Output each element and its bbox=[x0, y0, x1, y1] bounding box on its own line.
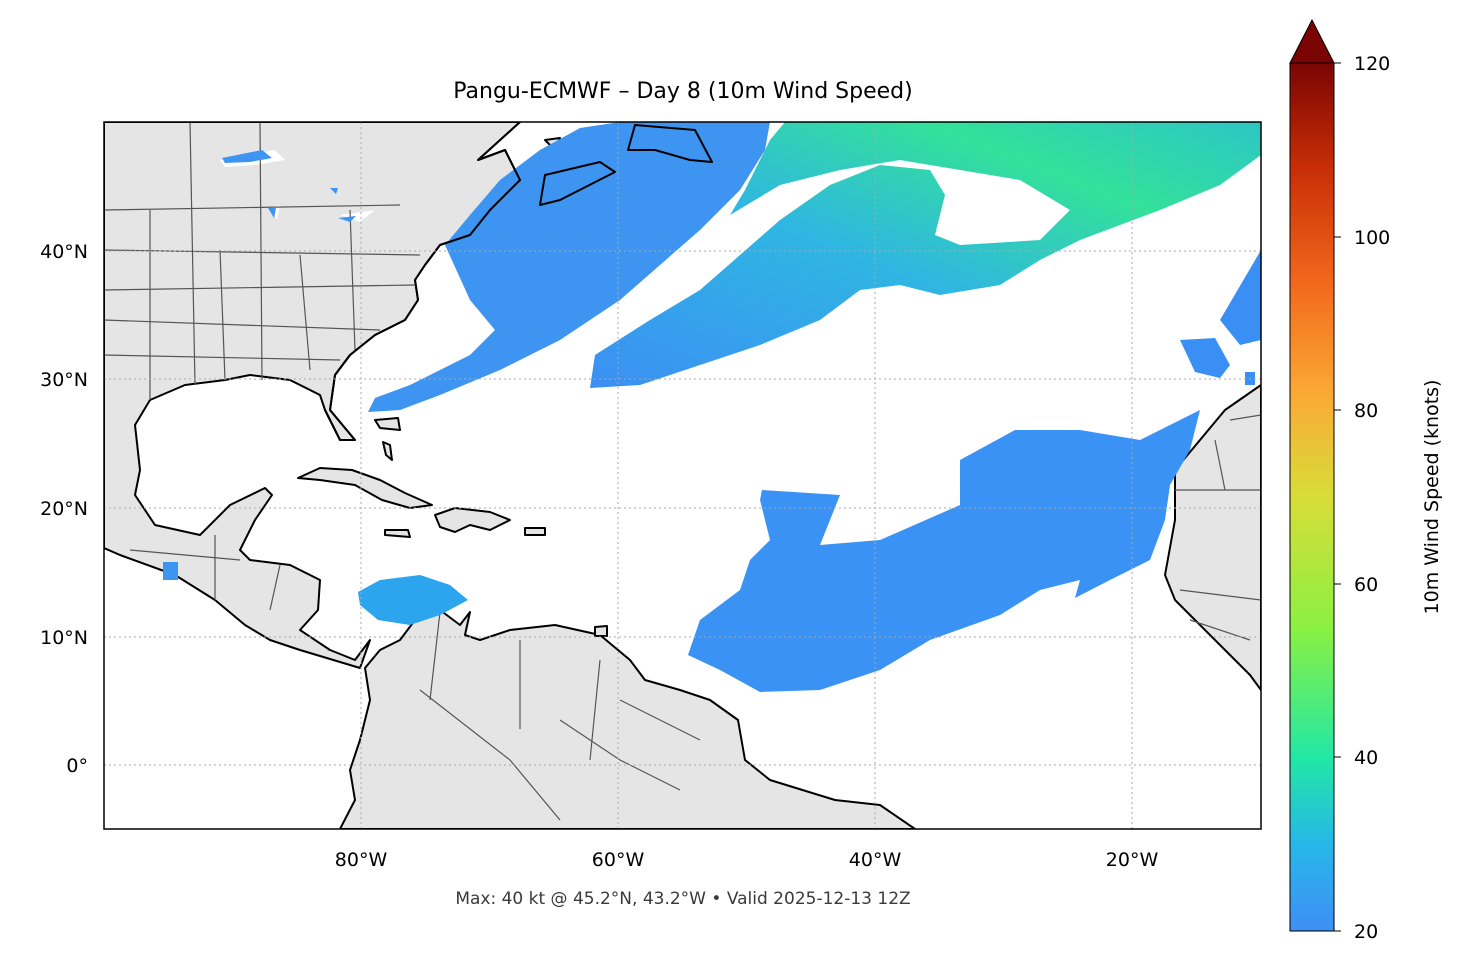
y-tick-labels: 40°N 30°N 20°N 10°N 0° bbox=[40, 241, 88, 777]
wind-region-western-atlantic-jet bbox=[368, 122, 770, 412]
x-tick-label: 80°W bbox=[335, 849, 388, 871]
map-frame bbox=[103, 121, 1262, 830]
africa-land bbox=[1164, 384, 1261, 691]
colorbar-tick-label: 100 bbox=[1354, 227, 1390, 249]
colorbar-label: 10m Wind Speed (knots) bbox=[1421, 380, 1443, 615]
south-america-land bbox=[339, 609, 916, 829]
bahamas-land bbox=[374, 417, 401, 461]
max-wind-annotation: Max: 40 kt @ 45.2°N, 43.2°W • Valid 2025… bbox=[455, 889, 910, 909]
wind-speed-shading bbox=[163, 122, 1261, 692]
coastlines-overlay bbox=[324, 122, 713, 441]
wind-region-subtropical-band bbox=[688, 410, 1200, 692]
colorbar-tick-label: 60 bbox=[1354, 574, 1378, 596]
chart-title: Pangu-ECMWF – Day 8 (10m Wind Speed) bbox=[453, 79, 912, 104]
political-borders bbox=[104, 122, 1261, 821]
x-tick-label: 60°W bbox=[592, 849, 645, 871]
x-tick-label: 40°W bbox=[849, 849, 902, 871]
colorbar-tick-label: 80 bbox=[1354, 400, 1378, 422]
y-tick-label: 30°N bbox=[40, 369, 88, 391]
cuba-land bbox=[297, 467, 433, 509]
y-tick-label: 40°N bbox=[40, 241, 88, 263]
wind-region-pacific-gulf bbox=[163, 562, 178, 580]
y-tick-label: 0° bbox=[66, 755, 88, 777]
y-tick-label: 10°N bbox=[40, 627, 88, 649]
y-tick-label: 20°N bbox=[40, 498, 88, 520]
wind-region-central-atlantic-jet bbox=[590, 122, 1261, 388]
map-panel bbox=[104, 122, 1261, 829]
trinidad-land bbox=[594, 625, 608, 637]
colorbar-tick-label: 120 bbox=[1354, 53, 1390, 75]
hispaniola-land bbox=[434, 507, 511, 533]
x-tick-label: 20°W bbox=[1106, 849, 1159, 871]
colorbar-extend-arrow bbox=[1289, 18, 1335, 64]
colorbar-gradient bbox=[1289, 62, 1335, 932]
colorbar-tick-label: 20 bbox=[1354, 921, 1378, 943]
wind-region-east-atlantic-patch bbox=[1180, 250, 1261, 385]
colorbar-tick-label: 40 bbox=[1354, 747, 1378, 769]
jamaica-land bbox=[384, 529, 411, 538]
wind-region-great-lakes bbox=[222, 150, 356, 222]
colorbar-ticks bbox=[1334, 62, 1341, 932]
wind-region-caribbean-low-level-jet bbox=[358, 575, 468, 625]
x-tick-labels: 80°W 60°W 40°W 20°W bbox=[335, 849, 1159, 871]
colorbar: 20 40 60 80 100 120 10m Wind Speed (knot… bbox=[1289, 18, 1443, 943]
puerto-rico-land bbox=[524, 527, 546, 536]
